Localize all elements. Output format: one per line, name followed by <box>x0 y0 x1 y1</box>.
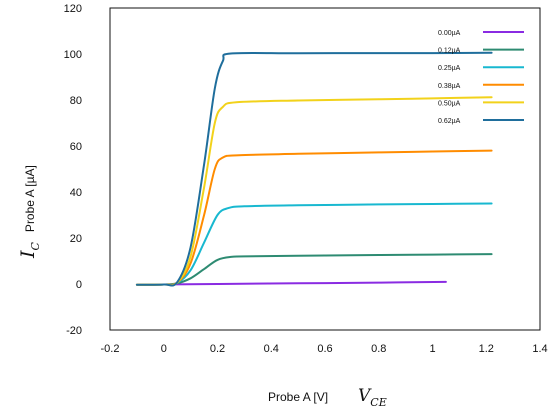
x-axis-ticks: -0.2 0 0.2 0.4 0.6 0.8 1 1.2 1.4 <box>101 343 548 355</box>
x-tick-label: 0.8 <box>371 343 386 355</box>
x-tick-label: 0.4 <box>264 343 279 355</box>
y-tick-label: 80 <box>70 95 82 107</box>
y-axis-text: Probe A [µA] <box>23 165 37 232</box>
legend-label: 0.38µA <box>438 83 461 90</box>
series-lines <box>135 51 493 287</box>
x-axis-symbol-label: VCE <box>358 386 387 409</box>
y-axis-subscript: C <box>29 241 42 250</box>
legend-label: 0.62µA <box>438 118 461 125</box>
y-tick-label: 60 <box>70 141 82 153</box>
y-axis-label: IC Probe A [µA] <box>17 165 42 259</box>
x-tick-label: 1.2 <box>479 343 494 355</box>
x-tick-label: 1.4 <box>532 343 547 355</box>
y-tick-label: 20 <box>70 233 82 245</box>
legend: 0.00µA 0.12µA 0.25µA 0.38µA 0.50µA 0.62µA <box>438 30 524 125</box>
y-tick-label: 40 <box>70 187 82 199</box>
legend-label: 0.00µA <box>438 30 461 37</box>
series-line <box>135 280 447 286</box>
x-axis-text: Probe A [V] <box>268 390 328 404</box>
x-axis-symbol: V <box>358 386 372 406</box>
series-line <box>135 51 493 287</box>
legend-label: 0.25µA <box>438 65 461 72</box>
series-line <box>135 149 493 286</box>
x-tick-label: -0.2 <box>101 343 120 355</box>
x-tick-label: 1 <box>429 343 435 355</box>
plot-frame <box>109 7 541 331</box>
y-tick-label: -20 <box>66 325 82 337</box>
y-axis-ticks: -20 0 20 40 60 80 100 120 <box>64 3 82 337</box>
x-tick-label: 0.2 <box>210 343 225 355</box>
legend-label: 0.12µA <box>438 48 461 55</box>
y-tick-label: 100 <box>64 49 82 61</box>
series-line <box>135 96 493 287</box>
y-tick-label: 120 <box>64 3 82 15</box>
x-tick-label: 0.6 <box>317 343 332 355</box>
x-tick-label: 0 <box>161 343 167 355</box>
y-axis-symbol: I <box>17 250 39 259</box>
x-axis-subscript: CE <box>370 396 386 409</box>
legend-label: 0.50µA <box>438 100 461 107</box>
series-line <box>135 202 493 286</box>
y-tick-label: 0 <box>76 279 82 291</box>
